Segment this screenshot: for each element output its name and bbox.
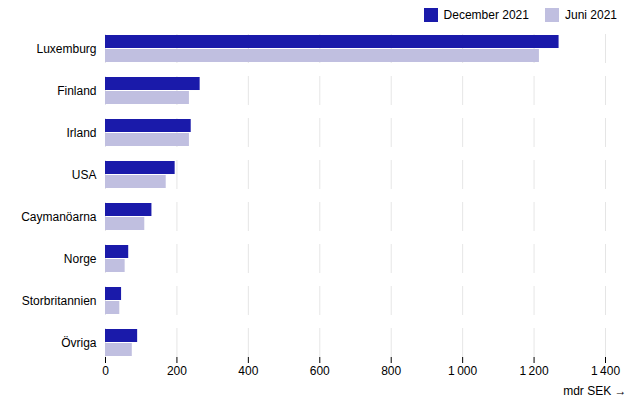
svg-text:USA: USA: [72, 168, 97, 182]
svg-text:Norge: Norge: [64, 252, 97, 266]
svg-text:Finland: Finland: [57, 84, 96, 98]
svg-text:600: 600: [310, 364, 330, 378]
svg-text:Övriga: Övriga: [61, 336, 97, 350]
svg-text:1 400: 1 400: [591, 364, 620, 378]
svg-text:1 000: 1 000: [448, 364, 477, 378]
svg-text:Luxemburg: Luxemburg: [36, 42, 96, 56]
html-text:December 2021: December 2021: [443, 8, 529, 22]
svg-text:Irland: Irland: [66, 126, 96, 140]
svg-text:Storbritannien: Storbritannien: [22, 294, 97, 308]
html-text:Juni 2021: Juni 2021: [565, 8, 617, 22]
svg-text:mdr SEK →: mdr SEK →: [563, 384, 626, 398]
svg-text:1 200: 1 200: [520, 364, 549, 378]
svg-text:0: 0: [102, 364, 109, 378]
svg-text:Caymanöarna: Caymanöarna: [21, 210, 97, 224]
svg-text:200: 200: [167, 364, 187, 378]
svg-text:400: 400: [238, 364, 258, 378]
svg-text:800: 800: [381, 364, 401, 378]
